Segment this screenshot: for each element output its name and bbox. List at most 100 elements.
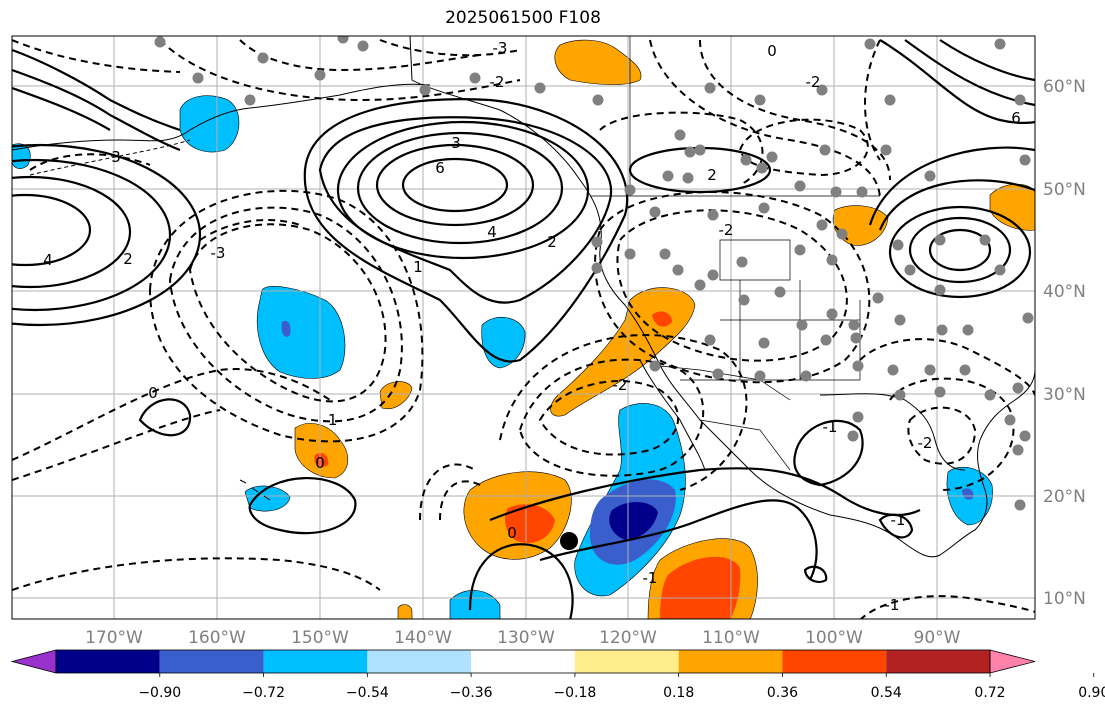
station-marker — [704, 334, 716, 346]
station-marker — [1022, 312, 1034, 324]
latitude-label: 10°N — [1043, 589, 1086, 609]
contour-label: -1 — [885, 596, 900, 614]
station-marker — [774, 286, 786, 298]
station-marker — [796, 319, 808, 331]
station-marker — [707, 269, 719, 281]
colorbar-extend-max — [989, 649, 1036, 674]
contour-line — [908, 216, 1012, 284]
station-marker — [962, 324, 974, 336]
station-marker — [740, 154, 752, 166]
station-marker — [337, 36, 349, 44]
contour-line — [889, 377, 1015, 491]
contour-label: 2 — [123, 250, 133, 268]
contour-line — [868, 146, 1035, 226]
contour-line — [793, 419, 864, 487]
station-marker — [154, 36, 166, 48]
negative-anomaly-region — [609, 501, 658, 540]
station-marker — [794, 244, 806, 256]
contour-line — [12, 68, 181, 152]
station-marker — [850, 332, 862, 344]
contour-line — [12, 39, 181, 73]
contour-label: 0 — [767, 42, 777, 60]
contour-line — [336, 120, 590, 260]
contour-label: -1 — [323, 411, 338, 429]
station-marker — [924, 170, 936, 182]
colorbar-bin — [159, 650, 264, 673]
station-marker — [852, 411, 864, 423]
colorbar-bin — [263, 650, 368, 673]
contour-line — [699, 39, 891, 181]
station-marker — [856, 186, 868, 198]
contour-line — [538, 380, 680, 456]
station-marker — [924, 364, 936, 376]
contour-line — [939, 39, 1035, 82]
station-marker — [884, 94, 896, 106]
station-marker — [794, 180, 806, 192]
station-marker — [592, 94, 604, 106]
station-marker — [469, 72, 481, 84]
colorbar-frame — [55, 649, 991, 674]
contour-label: -2 — [719, 221, 734, 239]
contour-label: 4 — [43, 251, 53, 269]
station-marker — [894, 389, 906, 401]
latitude-label: 20°N — [1043, 487, 1086, 507]
borders-mexico — [649, 364, 791, 471]
station-marker — [684, 146, 696, 158]
station-marker — [672, 264, 684, 276]
contour-label: 0 — [507, 524, 517, 542]
contour-label: 0 — [148, 384, 158, 402]
station-marker — [847, 430, 859, 442]
colorbar-bin — [471, 650, 575, 673]
station-marker — [707, 209, 719, 221]
colorbar-bin — [574, 650, 679, 673]
shaded-anomaly-layer — [12, 39, 1035, 619]
contour-line — [616, 209, 848, 362]
station-marker — [934, 284, 946, 296]
contour-line — [468, 543, 574, 619]
contour-line — [12, 557, 381, 591]
station-marker — [754, 94, 766, 106]
contour-line — [199, 219, 301, 241]
gridlines — [12, 36, 1035, 619]
contour-line — [159, 39, 521, 102]
station-marker — [894, 314, 906, 326]
station-marker — [624, 184, 636, 196]
station-marker — [674, 129, 686, 141]
coastline-baja — [639, 359, 706, 471]
colorbar-tick-label: −0.54 — [346, 685, 389, 701]
station-marker — [934, 386, 946, 398]
station-marker — [830, 186, 842, 198]
contour-line — [649, 39, 881, 201]
contour-label: 1 — [413, 258, 423, 276]
contour-line — [401, 157, 509, 213]
contour-line — [12, 48, 181, 132]
contour-line — [803, 565, 828, 584]
contour-label: -1 — [891, 511, 906, 529]
negative-anomaly-region — [179, 95, 240, 153]
contour-line — [356, 131, 564, 245]
contour-label: 3 — [111, 148, 121, 166]
coastline-gulf — [819, 393, 966, 471]
station-marker — [836, 228, 848, 240]
contour-label: -1 — [643, 569, 658, 587]
colorbar-bin — [367, 650, 472, 673]
station-marker — [649, 360, 661, 372]
station-marker — [662, 170, 674, 182]
station-marker — [872, 292, 884, 304]
contour-line — [439, 480, 481, 521]
station-marker — [852, 360, 864, 372]
longitude-label: 150°W — [291, 628, 349, 648]
colorbar-tick-label: 0.36 — [767, 685, 798, 701]
contour-label: -1 — [823, 418, 838, 436]
contour-line — [859, 338, 1035, 396]
station-marker — [820, 334, 832, 346]
contour-label: 6 — [435, 159, 445, 177]
station-marker — [1012, 444, 1024, 456]
station-marker — [994, 264, 1006, 276]
colorbar-tick-label: 0.72 — [974, 685, 1005, 701]
figure-title: 2025061500 F108 — [445, 8, 601, 28]
colorbar-tick-label: 0.18 — [663, 685, 694, 701]
contour-label: -3 — [493, 39, 508, 57]
coastline-north-america — [409, 36, 1035, 558]
station-marker — [936, 324, 948, 336]
